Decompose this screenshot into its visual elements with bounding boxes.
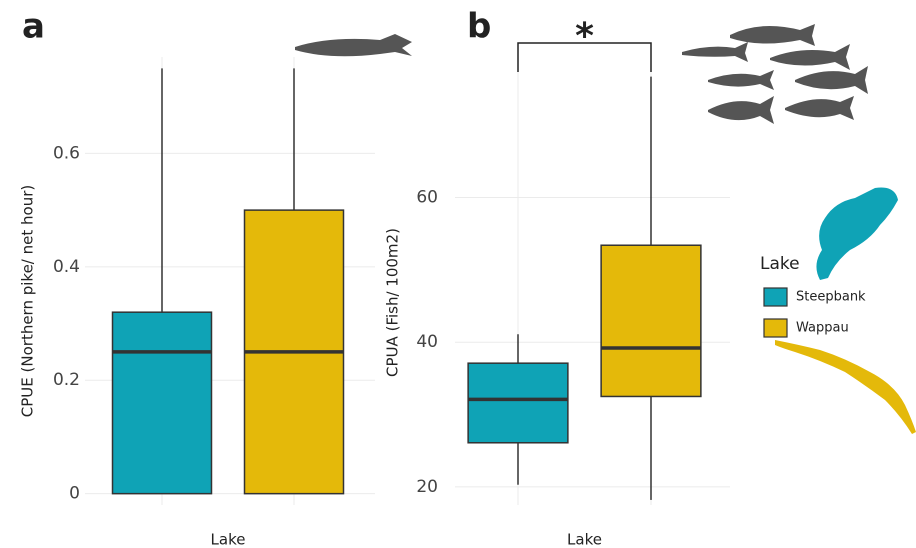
y-tick-label: 60	[416, 187, 438, 207]
panel-label: b	[467, 7, 491, 47]
lake-wappau-shape	[775, 340, 916, 434]
y-tick-label: 40	[416, 332, 438, 352]
panel-label: a	[22, 7, 45, 47]
legend-label: Steepbank	[796, 290, 866, 305]
y-tick-label: 20	[416, 477, 438, 497]
y-axis-title: CPUA (Fish/ 100m2)	[384, 228, 402, 377]
legend-label: Wappau	[796, 321, 849, 336]
x-axis-title: Lake	[211, 531, 246, 548]
legend-key	[764, 319, 787, 337]
box	[601, 245, 701, 396]
legend-title: Lake	[760, 254, 800, 274]
box	[468, 363, 568, 443]
y-axis-title: CPUE (Northern pike/ net hour)	[19, 185, 37, 417]
box	[113, 312, 212, 493]
y-tick-label: 0.6	[53, 143, 80, 163]
figure: 0 0.2 0.4 0.6 a Lake CPUE (Northern pike/ net …	[0, 0, 916, 548]
significance-label: *	[575, 16, 594, 57]
y-tick-label: 0.2	[53, 370, 80, 390]
y-tick-label: 0.4	[53, 257, 80, 277]
x-axis-title: Lake	[567, 531, 602, 548]
legend-key	[764, 288, 787, 306]
lake-steepbank-shape	[816, 188, 898, 281]
y-tick-label: 0	[69, 484, 80, 504]
